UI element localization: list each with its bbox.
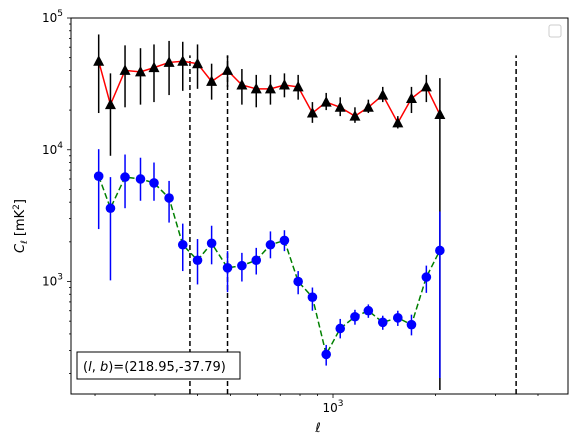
axis-ticks: 103 104 105 103: [42, 9, 539, 415]
series-1-point: [434, 108, 446, 120]
series-1-point: [349, 110, 361, 121]
series-1-point: [292, 80, 304, 92]
series-1-point: [192, 57, 204, 69]
series-1-point: [177, 55, 189, 66]
series-1-point: [93, 55, 105, 66]
series-1-point: [104, 98, 116, 110]
series-2-point: [120, 172, 130, 182]
series-1-point: [334, 101, 346, 112]
series-2-point: [421, 272, 432, 282]
series-2-point: [251, 255, 262, 266]
series-1-point: [236, 79, 248, 90]
series-1-point: [119, 64, 131, 75]
series-2-point: [177, 239, 188, 250]
vertical-lines: [189, 55, 517, 394]
series-1-point: [222, 64, 234, 75]
series-2-point: [222, 263, 233, 273]
series-2-point: [293, 276, 303, 287]
series-2-point: [307, 292, 318, 303]
series-1-point: [320, 96, 332, 107]
series-2-point: [435, 245, 445, 256]
x-axis-label: ℓ: [314, 421, 320, 436]
series-1-point: [134, 65, 146, 77]
annotation-text: (l, b)=(218.95,-37.79): [83, 360, 226, 375]
series-1-point: [377, 89, 389, 100]
series-1-point: [278, 79, 290, 90]
series-2-point: [265, 239, 276, 250]
legend-box: [548, 24, 562, 38]
series-1-point: [405, 92, 417, 103]
y-tick-label: 103: [42, 273, 63, 289]
series-2-point: [105, 203, 116, 214]
series-1-point: [250, 82, 262, 94]
series-1-point: [420, 80, 432, 92]
series-2-point: [93, 171, 104, 181]
series-2-point: [377, 317, 388, 328]
markers: [93, 55, 446, 360]
series-2-point: [206, 238, 217, 249]
series-1-point: [148, 61, 160, 73]
series-2-point: [164, 193, 174, 203]
series-2-point: [135, 174, 146, 184]
annotation-box: [76, 351, 241, 380]
x-tick-label: 103: [323, 399, 344, 415]
y-tick-label: 105: [42, 9, 63, 25]
series-2-point: [406, 319, 417, 330]
series-1-point: [306, 107, 318, 118]
series-2-point: [237, 260, 247, 271]
series-1-point: [362, 101, 374, 112]
series-2-point: [393, 313, 403, 323]
series-2-point: [192, 255, 203, 266]
series-2-point: [363, 305, 374, 316]
series-2-point: [321, 349, 332, 360]
series-2-point: [350, 311, 360, 322]
series-1-point: [163, 56, 175, 67]
series-1-point: [264, 82, 276, 94]
series-2-point: [335, 323, 346, 334]
series-1-point: [206, 75, 218, 86]
series-1-point: [392, 116, 404, 128]
series-2-point: [149, 178, 159, 188]
y-tick-label: 104: [42, 141, 63, 157]
plot-frame: [70, 17, 569, 395]
series-2-point: [279, 235, 290, 246]
y-axis-label: Cℓ [mK2]: [12, 199, 30, 253]
